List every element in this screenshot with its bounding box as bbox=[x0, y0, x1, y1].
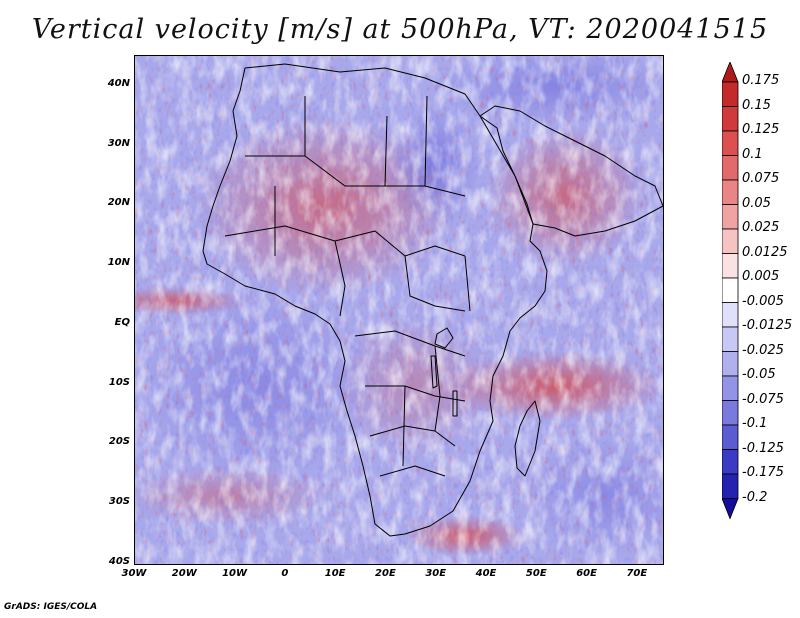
colorbar-swatch bbox=[722, 155, 739, 181]
colorbar-swatch bbox=[722, 351, 739, 377]
colorbar-tick-label: -0.125 bbox=[742, 440, 784, 456]
interior-border bbox=[402, 385, 406, 467]
country-borders bbox=[202, 63, 663, 537]
colorbar-tick-label: 0.075 bbox=[742, 171, 780, 186]
longitude-tick-label: 0 bbox=[281, 568, 289, 579]
colorbar bbox=[722, 62, 739, 520]
colorbar-tick-label: 0.025 bbox=[742, 220, 780, 235]
colorbar-swatch bbox=[722, 424, 739, 450]
colorbar-tick-label: 0.005 bbox=[742, 269, 780, 284]
colorbar-swatch bbox=[722, 81, 739, 107]
latitude-tick-label: 40S bbox=[108, 556, 130, 567]
interior-border bbox=[379, 465, 446, 477]
africa-coastline bbox=[202, 63, 548, 537]
interior-border bbox=[464, 255, 471, 312]
interior-border bbox=[384, 115, 388, 187]
interior-border bbox=[404, 255, 466, 312]
colorbar-tick-label: -0.2 bbox=[742, 489, 768, 505]
colorbar-tick-label: 0.0125 bbox=[742, 244, 788, 260]
latitude-tick-label: 40N bbox=[107, 77, 130, 89]
colorbar-swatch bbox=[722, 204, 739, 230]
colorbar-swatch bbox=[722, 277, 739, 303]
latitude-tick-label: 10S bbox=[108, 376, 130, 388]
longitude-tick-label: 50E bbox=[525, 568, 547, 579]
longitude-tick-label: 10E bbox=[324, 568, 346, 579]
latitude-tick-label: 20S bbox=[108, 436, 130, 448]
interior-border bbox=[354, 330, 466, 357]
grads-credit: GrADS: IGES/COLA bbox=[4, 602, 98, 612]
interior-border bbox=[365, 385, 466, 402]
interior-border bbox=[369, 425, 456, 447]
colorbar-swatch bbox=[722, 130, 739, 156]
colorbar-swatch bbox=[722, 375, 739, 401]
interior-border bbox=[224, 225, 466, 257]
longitude-tick-label: 60E bbox=[576, 568, 597, 579]
longitude-tick-label: 70E bbox=[626, 568, 648, 579]
velocity-field bbox=[135, 56, 663, 564]
interior-border bbox=[334, 240, 346, 317]
colorbar-tick-label: -0.1 bbox=[742, 416, 768, 431]
lake-victoria bbox=[434, 327, 454, 349]
latitude-tick-label: 30S bbox=[108, 496, 130, 508]
colorbar-swatch bbox=[722, 326, 739, 352]
colorbar-swatch bbox=[722, 253, 739, 279]
vertical-velocity-map bbox=[134, 55, 664, 565]
interior-border bbox=[434, 345, 441, 432]
colorbar-swatch bbox=[722, 179, 739, 205]
lake-tanganyika bbox=[430, 355, 438, 389]
colorbar-swatch bbox=[722, 473, 739, 499]
latitude-tick-label: 30N bbox=[107, 137, 130, 149]
longitude-tick-label: 20W bbox=[171, 568, 197, 579]
longitude-tick-label: 40E bbox=[475, 568, 497, 579]
colorbar-tick-label: 0.05 bbox=[742, 195, 771, 211]
colorbar-swatch bbox=[722, 400, 739, 426]
colorbar-swatch bbox=[722, 62, 739, 83]
colorbar-swatch bbox=[722, 228, 739, 254]
colorbar-swatch bbox=[722, 302, 739, 328]
latitude-tick-label: EQ bbox=[114, 316, 130, 328]
latitude-tick-label: 20N bbox=[107, 197, 130, 209]
colorbar-tick-label: 0.1 bbox=[742, 146, 763, 162]
arabia-outline bbox=[479, 105, 663, 237]
interior-border bbox=[245, 155, 466, 197]
colorbar-tick-label: -0.025 bbox=[742, 342, 784, 358]
longitude-tick-label: 10W bbox=[222, 568, 248, 579]
longitude-tick-label: 30E bbox=[425, 568, 447, 579]
interior-border bbox=[424, 95, 428, 187]
colorbar-tick-label: -0.05 bbox=[742, 367, 776, 382]
latitude-tick-label: 10N bbox=[107, 257, 130, 269]
longitude-tick-label: 30W bbox=[121, 568, 147, 579]
madagascar-outline bbox=[514, 400, 541, 477]
colorbar-tick-label: 0.15 bbox=[742, 97, 771, 113]
colorbar-swatch bbox=[722, 106, 739, 132]
colorbar-tick-label: 0.125 bbox=[742, 122, 780, 137]
longitude-tick-label: 20E bbox=[375, 568, 396, 579]
colorbar-tick-label: -0.175 bbox=[742, 465, 784, 480]
colorbar-tick-label: -0.005 bbox=[742, 293, 784, 309]
colorbar-swatch bbox=[722, 498, 739, 520]
colorbar-swatch bbox=[722, 449, 739, 475]
colorbar-tick-label: -0.075 bbox=[742, 391, 784, 407]
chart-title: Vertical velocity [m/s] at 500hPa, VT: 2… bbox=[31, 14, 769, 45]
colorbar-tick-label: -0.0125 bbox=[742, 318, 793, 333]
lake-malawi bbox=[452, 390, 458, 417]
colorbar-tick-label: 0.175 bbox=[742, 73, 780, 88]
